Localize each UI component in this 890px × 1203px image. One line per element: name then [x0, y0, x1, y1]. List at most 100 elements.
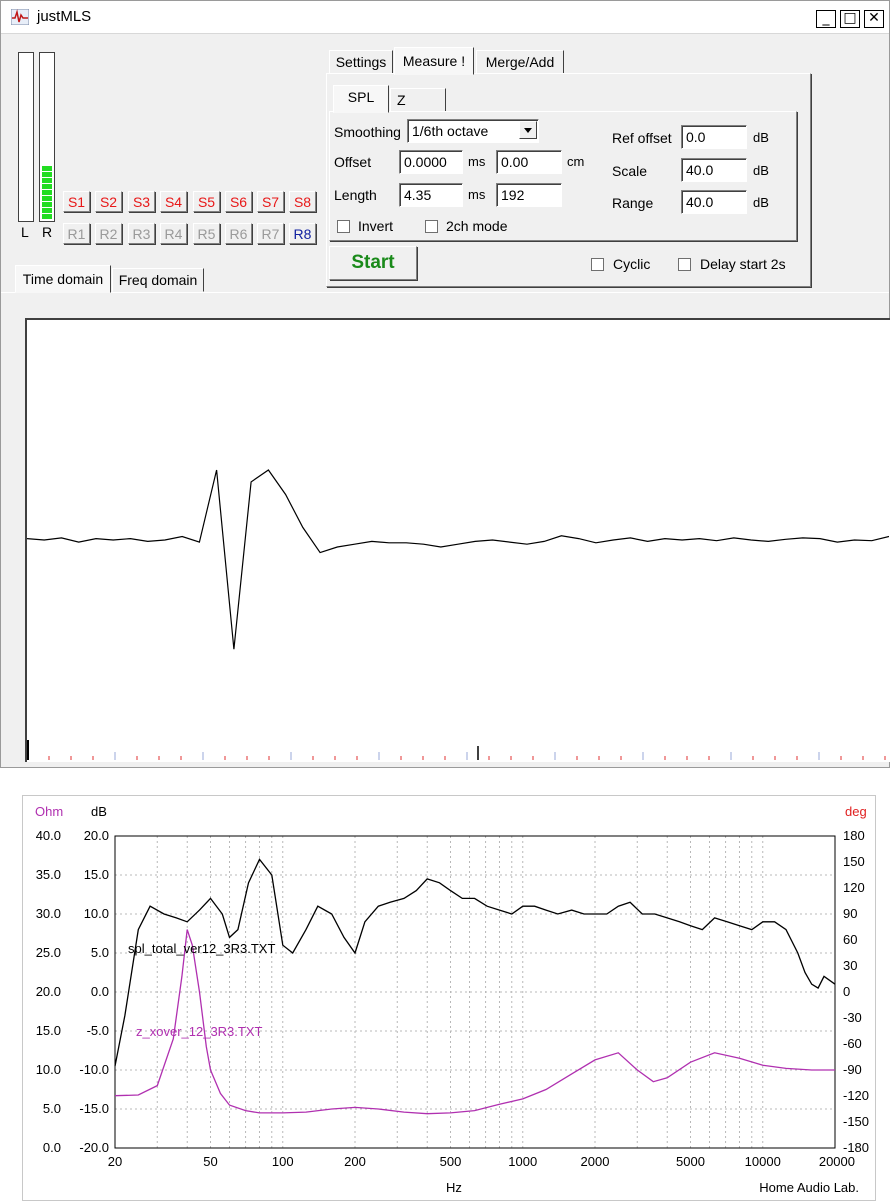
db-tick-label: -20.0: [79, 1140, 109, 1155]
offset-cm-unit: cm: [567, 154, 585, 169]
store-button-s4[interactable]: S4: [160, 191, 187, 212]
length-label: Length: [334, 187, 377, 203]
spl-series-label: spl_total_ver12_3R3.TXT: [128, 941, 275, 956]
store-button-s8[interactable]: S8: [289, 191, 316, 212]
x-tick-label: 20000: [819, 1154, 855, 1169]
tab-measure[interactable]: Measure !: [394, 47, 474, 75]
recall-button-r7[interactable]: R7: [257, 223, 284, 244]
level-segment: [42, 214, 52, 219]
spl-settings-group: [329, 111, 797, 241]
recall-button-r3[interactable]: R3: [128, 223, 155, 244]
ohm-tick-label: 25.0: [36, 945, 61, 960]
right-meter-label: R: [42, 224, 53, 240]
length-ms-input[interactable]: 4.35: [399, 183, 463, 207]
deg-axis-label: deg: [845, 804, 867, 819]
ref-offset-input[interactable]: 0.0: [681, 125, 747, 149]
db-tick-label: 10.0: [84, 906, 109, 921]
twoch-mode-label: 2ch mode: [446, 218, 508, 234]
ohm-tick-label: 35.0: [36, 867, 61, 882]
ref-offset-label: Ref offset: [612, 130, 672, 146]
level-segment: [42, 172, 52, 177]
x-tick-label: 20: [108, 1154, 122, 1169]
frequency-response-chart: 40.0 35.0 30.0 25.0 20.0 15.0 10.0 5.0 0.0 20.0 15…: [35, 804, 869, 1195]
tab-merge-add[interactable]: Merge/Add: [476, 50, 564, 74]
store-button-s1[interactable]: S1: [63, 191, 90, 212]
twoch-mode-checkbox[interactable]: [425, 220, 438, 233]
ohm-tick-label: 0.0: [43, 1140, 61, 1155]
deg-tick-label: 180: [843, 828, 865, 843]
ohm-tick-label: 15.0: [36, 1023, 61, 1038]
x-tick-label: 2000: [581, 1154, 610, 1169]
store-button-s2[interactable]: S2: [95, 191, 122, 212]
length-samples-input[interactable]: 192: [496, 183, 562, 207]
deg-tick-label: 150: [843, 854, 865, 869]
tab-settings[interactable]: Settings: [329, 50, 393, 74]
cyclic-label: Cyclic: [613, 256, 651, 272]
recall-button-r4[interactable]: R4: [160, 223, 187, 244]
smoothing-value: 1/6th octave: [412, 123, 489, 139]
recall-button-r1[interactable]: R1: [63, 223, 90, 244]
db-axis-label: dB: [91, 804, 107, 819]
deg-tick-label: 30: [843, 958, 857, 973]
start-button[interactable]: Start: [329, 246, 417, 280]
tab-time-domain[interactable]: Time domain: [15, 265, 111, 293]
left-meter-label: L: [21, 224, 29, 240]
tab-z[interactable]: Z: [390, 88, 446, 112]
delay-start-label: Delay start 2s: [700, 256, 786, 272]
maximize-icon: □: [843, 10, 857, 26]
ohm-tick-label: 5.0: [43, 1101, 61, 1116]
deg-tick-label: -180: [843, 1140, 869, 1155]
deg-tick-label: 90: [843, 906, 857, 921]
close-button[interactable]: ✕: [864, 10, 884, 28]
impedance-series-label: z_xover_12_3R3.TXT: [136, 1024, 263, 1039]
store-button-s3[interactable]: S3: [128, 191, 155, 212]
length-ms-unit: ms: [468, 187, 486, 202]
chevron-down-icon[interactable]: [519, 121, 537, 139]
offset-ms-unit: ms: [468, 154, 486, 169]
smoothing-select[interactable]: 1/6th octave: [407, 119, 539, 143]
recall-button-r5[interactable]: R5: [193, 223, 220, 244]
tab-spl[interactable]: SPL: [333, 85, 389, 113]
app-window: justMLS _ □ ✕ L R S1 S2 S3 S4 S5 S6 S7 S8 R1 R2 R…: [0, 0, 890, 768]
left-level-meter: [18, 52, 34, 222]
scale-label: Scale: [612, 163, 648, 179]
store-button-s7[interactable]: S7: [257, 191, 284, 212]
cyclic-checkbox[interactable]: [591, 258, 604, 271]
scale-input[interactable]: 40.0: [681, 158, 747, 182]
store-button-s6[interactable]: S6: [225, 191, 252, 212]
scale-unit: dB: [753, 163, 769, 178]
tab-freq-domain[interactable]: Freq domain: [112, 268, 204, 292]
recall-button-r6[interactable]: R6: [225, 223, 252, 244]
level-segment: [42, 190, 52, 195]
deg-tick-label: -90: [843, 1062, 862, 1077]
db-tick-label: 15.0: [84, 867, 109, 882]
recall-button-r2[interactable]: R2: [95, 223, 122, 244]
x-tick-label: 10000: [745, 1154, 781, 1169]
window-title: justMLS: [37, 8, 92, 25]
x-axis-label: Hz: [446, 1180, 462, 1195]
title-bar[interactable]: justMLS _ □ ✕: [1, 1, 889, 34]
maximize-button[interactable]: □: [840, 10, 860, 28]
range-input[interactable]: 40.0: [681, 190, 747, 214]
time-domain-plot: [25, 318, 890, 762]
footer-label: Home Audio Lab.: [759, 1180, 859, 1195]
recall-button-r8[interactable]: R8: [289, 223, 316, 244]
x-tick-label: 500: [440, 1154, 462, 1169]
offset-ms-input[interactable]: 0.0000: [399, 150, 463, 174]
invert-checkbox[interactable]: [337, 220, 350, 233]
right-level-meter: [39, 52, 55, 222]
measure-panel: [326, 73, 811, 287]
waveform-app-icon: [11, 9, 29, 25]
x-tick-label: 1000: [508, 1154, 537, 1169]
store-button-s5[interactable]: S5: [193, 191, 220, 212]
db-tick-label: -10.0: [79, 1062, 109, 1077]
x-tick-label: 5000: [676, 1154, 705, 1169]
delay-start-checkbox[interactable]: [678, 258, 691, 271]
level-segment: [42, 196, 52, 201]
deg-tick-label: 120: [843, 880, 865, 895]
deg-tick-label: 0: [843, 984, 850, 999]
level-segment: [42, 166, 52, 171]
offset-cm-input[interactable]: 0.00: [496, 150, 562, 174]
minimize-button[interactable]: _: [816, 10, 836, 28]
db-tick-label: 0.0: [91, 984, 109, 999]
